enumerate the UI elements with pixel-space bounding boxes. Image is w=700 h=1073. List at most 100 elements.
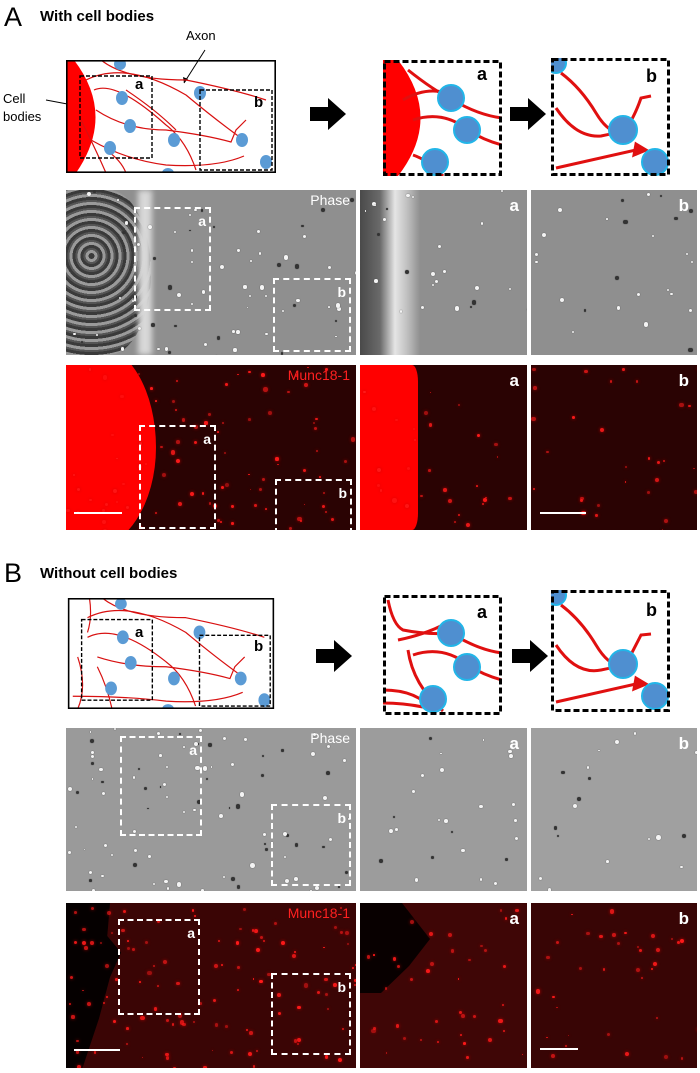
panel-b-label: b (679, 196, 689, 216)
phase-particle (75, 826, 77, 828)
phase-particle (121, 347, 125, 351)
roi-box-a: a (139, 425, 216, 529)
munc18-punctum (671, 938, 673, 940)
munc18-punctum (126, 1043, 128, 1045)
phase-particle (682, 834, 686, 838)
phase-particle (412, 790, 415, 793)
munc18-punctum (221, 964, 223, 966)
munc18-punctum (458, 404, 461, 407)
roi-box-a: a (118, 919, 200, 1015)
munc18-punctum (420, 495, 422, 497)
zoom-a-label: a (477, 602, 487, 623)
phase-particle (350, 198, 354, 202)
munc18-punctum (76, 1040, 79, 1043)
munc18-punctum (403, 1037, 406, 1040)
phase-particle (157, 348, 160, 351)
phase-particle (670, 293, 672, 295)
munc18-punctum (494, 443, 498, 447)
phase-particle (431, 272, 435, 276)
schematic-box-b-label: b (254, 94, 263, 111)
axons (81, 60, 266, 173)
panel-a-label: a (510, 734, 519, 754)
munc18-punctum (261, 373, 265, 377)
phase-particle (148, 855, 151, 858)
munc18-punctum (175, 409, 177, 411)
phase-particle (84, 849, 86, 851)
phase-particle (577, 797, 581, 801)
phase-particle (303, 235, 306, 238)
munc18-punctum (126, 1027, 129, 1030)
phase-particle (472, 300, 476, 304)
munc18-punctum (448, 933, 452, 937)
munc18-punctum (111, 932, 113, 934)
phase-overview-image: Phase a b (66, 728, 356, 891)
munc18-punctum (334, 926, 337, 929)
munc18-punctum (663, 460, 665, 462)
phase-particle (323, 796, 327, 800)
phase-particle (328, 266, 331, 269)
phase-particle (125, 221, 129, 225)
munc18-punctum (497, 456, 499, 458)
panel-b-without-cell-bodies: B Without cell bodies a b (0, 538, 700, 1073)
munc18-punctum (429, 932, 433, 936)
munc18-punctum (532, 368, 535, 371)
munc18-punctum (73, 474, 75, 476)
munc18-punctum (572, 416, 575, 419)
munc18-punctum (253, 978, 255, 980)
phase-particle (606, 860, 609, 863)
munc18-punctum (354, 984, 356, 986)
phase-particle (386, 208, 388, 210)
munc18-punctum (367, 955, 371, 959)
phase-particle (236, 330, 240, 334)
munc18-punctum (597, 504, 600, 507)
phase-particle (91, 755, 94, 758)
phase-particle (201, 889, 204, 891)
munc18-punctum (483, 498, 487, 502)
munc18-punctum (426, 969, 430, 973)
phase-particle (621, 199, 624, 202)
munc18-punctum (287, 391, 289, 393)
phase-particle (443, 270, 446, 273)
munc18-punctum (429, 423, 432, 426)
munc18-punctum (248, 474, 250, 476)
cell-bodies-mass (66, 60, 96, 173)
munc18-punctum (610, 909, 614, 913)
phase-particle (229, 807, 231, 809)
phase-particle (338, 886, 340, 888)
phase-particle (134, 849, 137, 852)
phase-particle (435, 280, 438, 283)
phase-particle (151, 323, 155, 327)
munc18-punctum (150, 387, 153, 390)
phase-particle (438, 819, 440, 821)
phase-particle (237, 249, 239, 251)
phase-particle (311, 752, 315, 756)
phase-particle (265, 333, 267, 335)
munc18-punctum (625, 466, 627, 468)
munc18-punctum (82, 941, 86, 945)
phase-particle (249, 295, 251, 297)
munc18-punctum (624, 932, 627, 935)
panel-letter: B (4, 558, 22, 589)
munc18-punctum (172, 400, 175, 403)
panel-title: Without cell bodies (40, 565, 177, 582)
munc18-punctum (579, 967, 583, 971)
munc18-punctum (410, 978, 413, 981)
munc18-punctum (94, 1051, 96, 1053)
phase-particle (573, 804, 577, 808)
munc18-punctum (203, 1066, 207, 1069)
phase-particle (167, 887, 170, 890)
phase-particle (257, 230, 260, 233)
phase-particle (539, 877, 542, 880)
phase-zoom-a-image: a (360, 728, 527, 891)
munc18-punctum (656, 1017, 658, 1019)
phase-particle (660, 195, 662, 197)
munc18-punctum (123, 910, 126, 913)
schematic-box-a-label: a (135, 624, 143, 641)
munc18-punctum (82, 928, 85, 931)
phase-particle (295, 264, 299, 268)
panel-b-label: b (679, 371, 689, 391)
munc18-punctum (458, 514, 460, 516)
phase-particle (572, 331, 574, 333)
munc18-punctum (617, 942, 620, 945)
munc18-punctum (304, 383, 308, 387)
